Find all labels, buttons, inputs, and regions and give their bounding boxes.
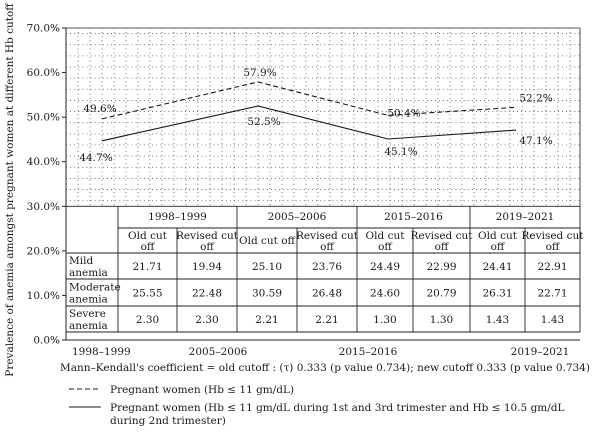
table-cell-value: 30.59 xyxy=(252,288,282,300)
x-category-label: 1998–1999 xyxy=(72,346,131,358)
table-col-header-line2: off xyxy=(200,241,215,253)
table-cell-value: 24.60 xyxy=(370,288,400,300)
table-cell-value: 2.21 xyxy=(315,314,338,326)
table-cell-value: 26.31 xyxy=(482,288,512,300)
gridlines xyxy=(66,28,580,207)
data-point-label: 52.5% xyxy=(247,116,280,128)
legend-label-solid-line2: during 2nd trimester) xyxy=(110,415,226,427)
y-tick-label: 0.0% xyxy=(33,335,60,347)
table-col-header-line1: Old cut xyxy=(478,230,518,242)
table-col-header-line1: Old cut xyxy=(366,230,406,242)
table-row-label-line2: anemia xyxy=(69,294,108,306)
table-cell-value: 24.49 xyxy=(370,261,400,273)
table-row-label-line1: Moderate xyxy=(69,282,121,294)
y-tick-label: 70.0% xyxy=(27,23,60,35)
table-cell-value: 23.76 xyxy=(312,261,342,273)
table-row-label-line1: Severe xyxy=(69,308,106,320)
series-line-solid xyxy=(101,105,517,142)
y-tick-label: 50.0% xyxy=(27,112,60,124)
table-cell-value: 1.30 xyxy=(430,314,453,326)
table-group-header: 2005–2006 xyxy=(268,211,327,223)
data-point-label: 44.7% xyxy=(79,152,112,164)
x-category-label: 2019–2021 xyxy=(511,346,570,358)
x-category-label: 2005–2006 xyxy=(189,346,248,358)
series-lines xyxy=(101,81,517,142)
table-cell-value: 1.43 xyxy=(486,314,509,326)
table-cell-value: 22.99 xyxy=(426,261,456,273)
table-col-header-line2: off xyxy=(378,241,393,253)
chart-caption: Mann–Kendall's coefficient = old cutoff … xyxy=(60,362,590,374)
table-col-header-line2: off xyxy=(320,241,335,253)
table-col-header-line1: Revised cut xyxy=(176,230,239,242)
data-point-label: 45.1% xyxy=(384,146,417,158)
table-col-header-line2: off xyxy=(141,241,156,253)
table-cell-value: 22.91 xyxy=(537,261,567,273)
data-point-label: 57.9% xyxy=(243,67,276,79)
table-cell-value: 22.71 xyxy=(537,288,567,300)
axes: 0.0% 10.0% 20.0% 30.0% 40.0% 50.0% 60.0% 70.0% P… xyxy=(4,2,590,377)
data-point-label: 49.6% xyxy=(83,103,116,115)
x-category-label: 2015–2016 xyxy=(339,346,398,358)
y-tick-label: 60.0% xyxy=(27,67,60,79)
table-cell-value: 2.30 xyxy=(195,314,218,326)
table-cell-value: 1.30 xyxy=(373,314,396,326)
table-col-header-line1: Revised cut xyxy=(411,230,474,242)
table-col-header-line1: Revised cut xyxy=(522,230,585,242)
table-cell-value: 1.43 xyxy=(541,314,564,326)
table-row-label-line2: anemia xyxy=(69,320,108,332)
table-col-header-line1: Old cut xyxy=(128,230,168,242)
table-col-header-line2: off xyxy=(546,241,561,253)
y-tick-label: 40.0% xyxy=(27,156,60,168)
y-tick-label: 20.0% xyxy=(27,245,60,257)
table-cell-value: 25.10 xyxy=(252,261,282,273)
table-col-header-line1: Revised cut xyxy=(296,230,359,242)
table-row-label-line2: anemia xyxy=(69,267,108,279)
data-point-label: 47.1% xyxy=(519,135,552,147)
y-axis-title: Prevalence of anemia amongst pregnant wo… xyxy=(4,2,16,377)
table-col-header-line2: off xyxy=(435,241,450,253)
y-tick-label: 10.0% xyxy=(27,290,60,302)
table-cell-value: 24.41 xyxy=(482,261,512,273)
data-point-label: 50.4% xyxy=(387,107,420,119)
table-row-label-line1: Mild xyxy=(69,255,93,267)
table-cell-value: 19.94 xyxy=(192,261,222,273)
table-col-header-line2: off xyxy=(491,241,506,253)
table-group-header: 2015–2016 xyxy=(384,211,443,223)
table-cell-value: 21.71 xyxy=(132,261,162,273)
legend: Pregnant women (Hb ≤ 11 gm/dL) Pregnant w… xyxy=(69,384,565,427)
table-cell-value: 2.30 xyxy=(136,314,159,326)
point-labels: 49.6% 57.9% 50.4% 52.2% 44.7% 52.5% 45.1% 47.1% xyxy=(79,67,552,164)
table-cell-value: 2.21 xyxy=(255,314,278,326)
table-group-header: 2019–2021 xyxy=(496,211,555,223)
series-line-dashed xyxy=(101,81,517,120)
table-cell-value: 26.48 xyxy=(312,288,342,300)
legend-label-solid-line1: Pregnant women (Hb ≤ 11 gm/dL during 1st… xyxy=(110,402,565,414)
table-cell-value: 25.55 xyxy=(132,288,162,300)
table-col-header: Old cut off xyxy=(239,235,297,247)
table-cell-value: 22.48 xyxy=(192,288,222,300)
data-point-label: 52.2% xyxy=(519,92,552,104)
table-cell-value: 20.79 xyxy=(426,288,456,300)
y-tick-label: 30.0% xyxy=(27,201,60,213)
legend-label-dashed: Pregnant women (Hb ≤ 11 gm/dL) xyxy=(110,384,294,396)
table-group-header: 1998–1999 xyxy=(148,211,207,223)
data-table: 1998–1999 2005–2006 2015–2016 2019–2021 Old … xyxy=(66,205,585,333)
